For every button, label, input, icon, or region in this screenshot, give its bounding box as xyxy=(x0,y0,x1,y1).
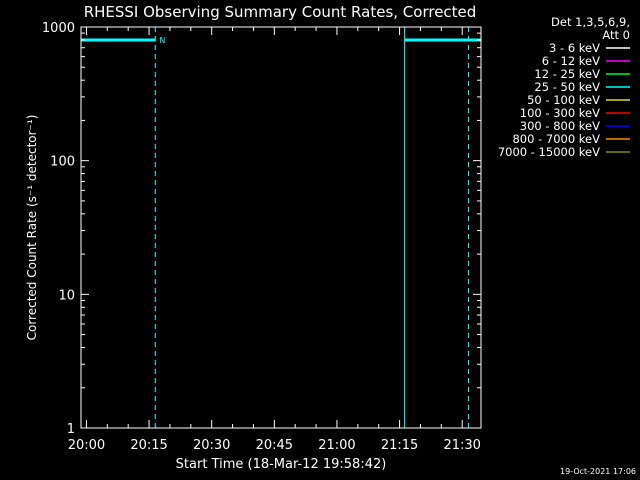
x-tick-label: 20:45 xyxy=(256,438,293,453)
x-tick-label: 21:15 xyxy=(381,438,418,453)
legend-label-100-300-kev: 100 - 300 keV xyxy=(520,106,600,120)
legend-header-detectors: Det 1,3,5,6,9, xyxy=(551,15,630,29)
legend-header-attenuator: Att 0 xyxy=(602,28,630,42)
x-axis-label: Start Time (18-Mar-12 19:58:42) xyxy=(176,457,387,472)
legend-label-6-12-kev: 6 - 12 keV xyxy=(542,54,600,68)
ticks-layer: 20:00 20:15 20:30 20:45 21:00 21:15 21:30 1 10 10… xyxy=(42,21,481,453)
axes-frame xyxy=(80,26,482,429)
x-tick-label: 20:15 xyxy=(130,438,167,453)
legend-label-7000-15000-kev: 7000 - 15000 keV xyxy=(498,145,600,159)
legend-label-12-25-kev: 12 - 25 keV xyxy=(534,67,600,81)
y-tick-label: 1000 xyxy=(42,21,75,36)
legend-label-3-6-kev: 3 - 6 keV xyxy=(549,41,600,55)
y-tick-label: 10 xyxy=(58,288,75,303)
y-tick-label: 1 xyxy=(67,422,75,437)
night-label: N xyxy=(159,36,165,45)
legend-label-50-100-kev: 50 - 100 keV xyxy=(527,93,600,107)
x-tick-label: 21:30 xyxy=(443,438,480,453)
y-axis-label: Corrected Count Rate (s⁻¹ detector⁻¹) xyxy=(25,115,39,341)
legend-label-800-7000-kev: 800 - 7000 keV xyxy=(512,132,600,146)
x-tick-label: 21:00 xyxy=(318,438,355,453)
legend-label-25-50-kev: 25 - 50 keV xyxy=(534,80,600,94)
y-tick-label: 100 xyxy=(50,155,75,170)
x-tick-label: 20:30 xyxy=(193,438,230,453)
chart-title: RHESSI Observing Summary Count Rates, Co… xyxy=(84,3,477,21)
legend-label-300-800-kev: 300 - 800 keV xyxy=(520,119,600,133)
generation-timestamp: 19-Oct-2021 17:06 xyxy=(560,467,636,476)
plot-area: N 20:00 20:15 20:30 20:45 21:00 21:15 21:30 1 10… xyxy=(42,21,482,453)
x-tick-label: 20:00 xyxy=(68,438,105,453)
